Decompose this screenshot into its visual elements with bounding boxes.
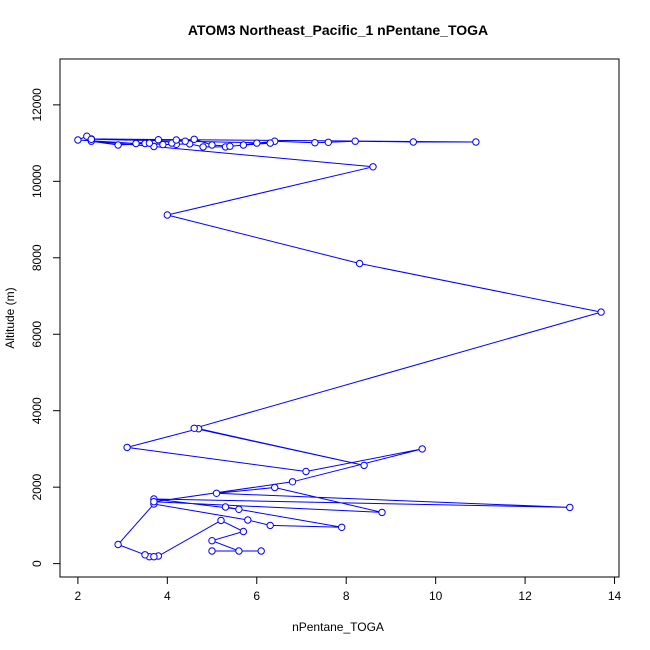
data-point	[239, 527, 248, 536]
data-point	[150, 553, 158, 561]
y-tick-label: 6000	[30, 321, 44, 348]
data-point	[208, 547, 216, 555]
data-point	[208, 537, 216, 545]
data-point	[235, 547, 243, 555]
data-point	[212, 489, 221, 497]
data-point	[74, 136, 82, 144]
data-point	[199, 143, 207, 151]
data-point	[190, 424, 198, 432]
data-point	[360, 461, 368, 470]
data-point	[266, 139, 274, 147]
data-point	[150, 498, 158, 506]
data-point	[145, 139, 154, 147]
data-point	[87, 135, 96, 144]
y-tick-label: 8000	[30, 244, 44, 271]
data-point	[351, 137, 359, 145]
data-point	[154, 136, 163, 144]
data-point	[253, 139, 261, 147]
data-point	[235, 505, 243, 513]
data-point	[338, 523, 346, 531]
x-axis-label: nPentane_TOGA	[292, 620, 384, 634]
data-point	[190, 135, 198, 144]
x-tick-label: 2	[75, 589, 82, 603]
y-axis-label: Altitude (m)	[3, 287, 17, 348]
y-tick-label: 12000	[30, 88, 44, 122]
data-point	[566, 503, 574, 512]
data-point	[288, 478, 297, 486]
chart-title: ATOM3 Northeast_Pacific_1 nPentane_TOGA	[188, 22, 488, 38]
data-point	[159, 140, 167, 149]
x-tick-label: 12	[518, 589, 532, 603]
x-tick-label: 14	[608, 589, 622, 603]
y-tick-label: 10000	[30, 164, 44, 198]
data-point	[114, 540, 122, 549]
x-tick-label: 8	[343, 589, 350, 603]
data-point	[597, 308, 605, 316]
data-point	[378, 508, 386, 517]
data-point	[472, 138, 480, 146]
data-point	[181, 137, 189, 145]
data-point	[123, 443, 131, 452]
data-point	[226, 142, 234, 150]
data-point	[311, 139, 319, 147]
data-point	[114, 141, 122, 149]
data-series	[74, 132, 605, 561]
data-point	[221, 503, 230, 511]
data-point	[244, 516, 252, 524]
data-point	[418, 445, 426, 453]
x-tick-label: 10	[429, 589, 443, 603]
data-point	[355, 259, 364, 268]
data-point	[141, 551, 149, 559]
x-tick-label: 6	[253, 589, 260, 603]
data-point	[369, 163, 377, 171]
data-point	[409, 138, 417, 146]
data-point	[172, 136, 181, 144]
data-point	[266, 521, 274, 530]
data-point	[324, 138, 332, 147]
x-axis: 2 4 6 8 10 12 14	[75, 576, 622, 603]
y-tick-label: 4000	[30, 397, 44, 424]
data-point	[239, 141, 248, 149]
data-point	[163, 211, 172, 219]
data-point	[271, 483, 279, 492]
data-point	[302, 467, 310, 476]
data-point	[257, 547, 265, 555]
x-tick-label: 4	[164, 589, 171, 603]
data-point	[208, 141, 216, 149]
data-point	[217, 516, 225, 525]
data-point	[132, 139, 140, 148]
y-axis: 0 2000 4000 6000 8000 10000 12000	[30, 88, 61, 567]
y-tick-label: 2000	[30, 473, 44, 500]
y-tick-label: 0	[30, 560, 44, 567]
